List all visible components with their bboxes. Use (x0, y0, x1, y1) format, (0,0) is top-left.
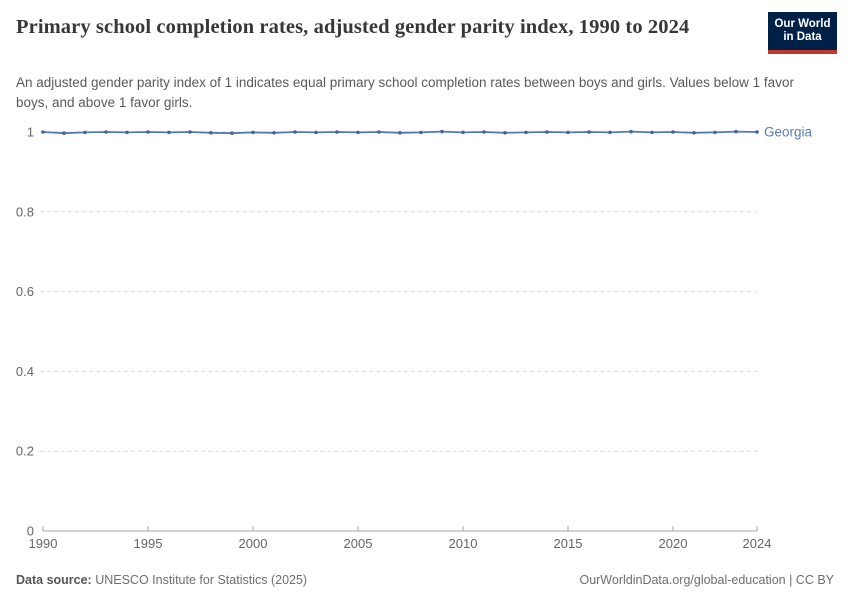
x-tick-label: 1995 (134, 536, 163, 551)
data-point (713, 130, 717, 135)
data-point (314, 130, 318, 135)
data-point (272, 130, 276, 135)
attribution-note: OurWorldinData.org/global-education | CC… (579, 573, 834, 587)
data-point (440, 129, 444, 134)
data-point (125, 130, 129, 135)
y-tick-label: 1 (27, 125, 34, 140)
data-point (146, 130, 150, 134)
data-point (356, 130, 360, 135)
y-tick-label: 0 (27, 524, 34, 539)
owid-logo-line1: Our World (774, 17, 831, 30)
data-point (251, 130, 255, 135)
data-point (650, 130, 654, 135)
data-point (419, 130, 423, 135)
x-tick-label: 1990 (29, 536, 58, 551)
data-point (503, 130, 507, 135)
data-point (671, 130, 675, 134)
data-point (692, 130, 696, 135)
y-tick-label: 0.4 (16, 364, 34, 379)
data-point (62, 131, 66, 135)
data-point (482, 130, 486, 134)
data-point (566, 130, 570, 135)
owid-logo: Our World in Data (768, 12, 837, 54)
data-point (188, 130, 192, 134)
x-tick-label: 2024 (743, 536, 772, 551)
data-point (335, 130, 339, 134)
chart-subtitle: An adjusted gender parity index of 1 ind… (16, 75, 794, 110)
data-point (41, 130, 45, 134)
data-point (209, 130, 213, 135)
x-tick-label: 2000 (239, 536, 268, 551)
chart-canvas: 0 0.2 0.4 0.6 0.8 1 1990 1995 2000 2005 2010 2015 20… (16, 125, 813, 552)
data-point (377, 130, 381, 134)
owid-logo-line2: in Data (783, 31, 822, 43)
data-point (167, 130, 171, 135)
x-tick-label: 2005 (344, 536, 373, 551)
data-point (755, 130, 759, 134)
data-source-note: Data source: UNESCO Institute for Statis… (16, 573, 307, 587)
data-point (461, 130, 465, 135)
y-tick-label: 0.2 (16, 444, 34, 459)
x-tick-label: 2015 (554, 536, 583, 551)
data-point (734, 129, 738, 134)
chart-footer: Data source: UNESCO Institute for Statis… (16, 573, 834, 587)
x-tick-label: 2020 (659, 536, 688, 551)
data-point (629, 129, 633, 134)
data-point (545, 130, 549, 134)
entity-label: Georgia (764, 125, 813, 140)
data-point (608, 130, 612, 135)
data-point (524, 130, 528, 135)
data-point (104, 130, 108, 134)
y-tick-label: 0.8 (16, 204, 34, 219)
data-point (587, 130, 591, 134)
data-point (293, 130, 297, 134)
x-tick-label: 2010 (449, 536, 478, 551)
data-point (83, 130, 87, 135)
data-point (398, 130, 402, 135)
data-source-value: UNESCO Institute for Statistics (2025) (91, 573, 308, 587)
data-point (230, 131, 234, 135)
data-source-label: Data source: (16, 573, 92, 587)
page-title: Primary school completion rates, adjuste… (16, 16, 690, 38)
y-tick-label: 0.6 (16, 284, 34, 299)
